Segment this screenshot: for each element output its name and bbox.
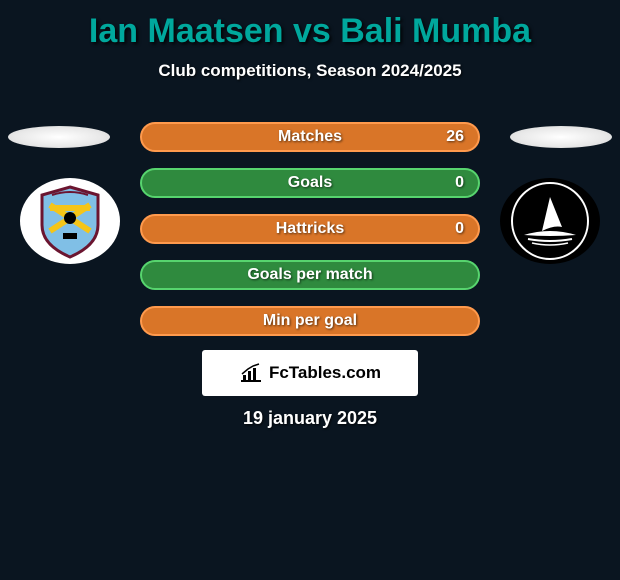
brand-text: FcTables.com xyxy=(269,363,381,383)
subtitle: Club competitions, Season 2024/2025 xyxy=(0,61,620,81)
stat-row-min-per-goal: Min per goal xyxy=(140,306,480,336)
player2-club-badge xyxy=(500,178,600,264)
stat-label: Goals per match xyxy=(247,266,372,284)
player1-portrait xyxy=(8,126,110,148)
stat-row-goals-per-match: Goals per match xyxy=(140,260,480,290)
stat-row-hattricks: Hattricks 0 xyxy=(140,214,480,244)
stat-label: Min per goal xyxy=(263,312,357,330)
chart-icon xyxy=(239,363,263,383)
date-text: 19 january 2025 xyxy=(0,408,620,429)
stat-label: Matches xyxy=(278,128,342,146)
stat-value-right: 0 xyxy=(455,220,464,238)
burnley-crest-icon xyxy=(30,181,110,261)
stat-row-goals: Goals 0 xyxy=(140,168,480,198)
stat-value-right: 0 xyxy=(455,174,464,192)
plymouth-crest-icon xyxy=(510,181,590,261)
stat-value-right: 26 xyxy=(446,128,464,146)
player1-club-badge xyxy=(20,178,120,264)
stat-label: Hattricks xyxy=(276,220,344,238)
stats-container: Matches 26 Goals 0 Hattricks 0 Goals per… xyxy=(140,122,480,352)
page-title: Ian Maatsen vs Bali Mumba xyxy=(0,0,620,51)
player2-portrait xyxy=(510,126,612,148)
stat-row-matches: Matches 26 xyxy=(140,122,480,152)
stat-label: Goals xyxy=(288,174,332,192)
brand-box: FcTables.com xyxy=(202,350,418,396)
